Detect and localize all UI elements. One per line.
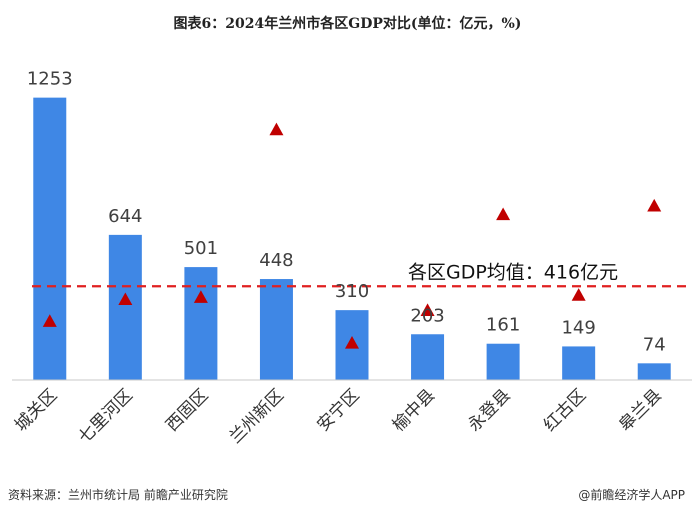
bar-1 bbox=[33, 97, 67, 381]
bar-8 bbox=[562, 346, 596, 380]
category-label-7: 永登县 bbox=[464, 385, 514, 435]
marker-1 bbox=[42, 314, 57, 327]
category-ticks-group: 城关区 七里河区 西固区 兰州新区 安宁区 榆中县 永登县 红古区 皋兰县 bbox=[11, 385, 666, 447]
source-note: 资料来源：兰州市统计局 前瞻产业研究院 bbox=[8, 488, 228, 502]
category-label-3: 西固区 bbox=[162, 385, 212, 435]
marker-3 bbox=[193, 290, 208, 303]
bar-2 bbox=[108, 234, 142, 380]
data-label-2: 644 bbox=[108, 206, 142, 227]
category-label-2: 七里河区 bbox=[75, 385, 137, 447]
category-label-9: 皋兰县 bbox=[616, 385, 666, 435]
data-label-4: 448 bbox=[259, 250, 293, 271]
data-label-9: 74 bbox=[643, 334, 666, 355]
bar-6 bbox=[411, 334, 445, 380]
marker-7 bbox=[496, 207, 511, 221]
data-labels-group: 1253 644 501 448 310 203 161 149 74 bbox=[27, 69, 666, 356]
average-reference-label: 各区GDP均值：416亿元 bbox=[408, 261, 618, 283]
chart-title: 图表6：2024年兰州市各区GDP对比(单位：亿元，%) bbox=[173, 16, 522, 32]
marker-4 bbox=[269, 122, 284, 136]
category-label-8: 红古区 bbox=[540, 385, 590, 435]
category-label-5: 安宁区 bbox=[313, 385, 363, 435]
marker-2 bbox=[118, 292, 133, 306]
bar-7 bbox=[486, 343, 520, 380]
marker-9 bbox=[647, 198, 662, 212]
marker-8 bbox=[571, 288, 586, 301]
data-label-1: 1253 bbox=[27, 69, 73, 90]
data-label-7: 161 bbox=[486, 315, 520, 336]
data-label-3: 501 bbox=[184, 238, 218, 259]
bars-group bbox=[33, 97, 671, 381]
marker-5 bbox=[345, 335, 359, 349]
data-label-8: 149 bbox=[561, 317, 595, 338]
bar-3 bbox=[184, 267, 218, 380]
category-label-4: 兰州新区 bbox=[226, 385, 288, 447]
category-label-6: 榆中县 bbox=[389, 385, 439, 435]
markers-group bbox=[42, 122, 662, 349]
bar-9 bbox=[637, 363, 671, 380]
data-label-6: 203 bbox=[410, 305, 444, 326]
marker-6 bbox=[420, 303, 435, 316]
data-label-5: 310 bbox=[335, 281, 369, 302]
bar-4 bbox=[259, 279, 293, 380]
brand-credit: @前瞻经济学人APP bbox=[578, 488, 685, 502]
category-label-1: 城关区 bbox=[11, 385, 61, 435]
